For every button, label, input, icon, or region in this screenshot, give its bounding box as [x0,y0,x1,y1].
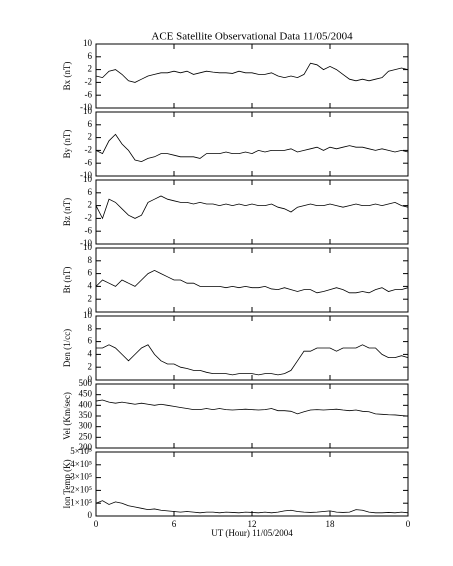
data-line [95,195,409,220]
x-axis-label: UT (Hour) 11/05/2004 [211,528,293,538]
y-tick-label: 3×10⁵ [70,472,92,482]
chart-title: ACE Satellite Observational Data 11/05/2… [151,31,353,43]
y-tick-label: 4×10⁵ [70,459,92,469]
y-tick-label: 8 [88,323,93,333]
y-tick-label: 2 [88,361,93,371]
y-tick-label: 0 [88,306,93,316]
y-tick-label: 2 [88,200,93,210]
y-tick-label: 10 [83,38,93,48]
y-tick-label: 2×10⁵ [70,484,92,494]
y-tick-label: 4 [88,348,93,358]
y-tick-label: 2 [88,293,93,303]
y-tick-label: 6 [88,51,93,61]
y-tick-label: -6 [85,225,93,235]
y-tick-label: -10 [80,170,92,180]
y-tick-label: 500 [79,378,93,388]
y-tick-label: -2 [85,144,93,154]
y-tick-label: 450 [79,389,93,399]
y-tick-label: 4 [88,280,93,290]
x-tick-label: 12 [248,519,257,529]
y-tick-label: 5×10⁵ [70,446,92,456]
y-axis-label: Den (1/cc) [62,329,72,367]
y-tick-label: 2 [88,64,93,74]
y-axis-label: By (nT) [62,130,72,159]
y-axis-label: Bz (nT) [62,198,72,226]
y-tick-label: -2 [85,212,93,222]
y-tick-label: -6 [85,89,93,99]
y-tick-label: 8 [88,255,93,265]
y-tick-label: -10 [80,102,92,112]
x-tick-label: 0 [94,519,99,529]
data-line [95,500,409,514]
y-tick-label: 6 [88,336,93,346]
y-tick-label: 300 [79,421,93,431]
data-line [95,133,409,163]
y-tick-label: 1×10⁵ [70,497,92,507]
y-tick-label: 350 [79,410,93,420]
y-tick-label: 200 [79,442,93,452]
y-tick-label: 400 [79,399,93,409]
y-axis-label: Ion Temp (K) [62,459,72,508]
y-tick-label: 6 [88,119,93,129]
y-axis-label: Bx (nT) [62,62,72,91]
y-tick-label: -2 [85,76,93,86]
data-line [95,62,409,83]
y-tick-label: -10 [80,238,92,248]
x-tick-label: 0 [406,519,411,529]
y-tick-label: 2 [88,132,93,142]
y-axis-label: Bt (nT) [62,267,72,294]
data-line [95,269,409,294]
y-tick-label: 6 [88,268,93,278]
y-tick-label: 0 [88,374,93,384]
y-tick-label: 10 [83,174,93,184]
data-line [96,344,409,376]
y-axis-label: Vel (Km/sec) [62,392,72,440]
data-line [95,399,409,417]
y-tick-label: 6 [88,187,93,197]
y-tick-label: 10 [83,242,93,252]
y-tick-label: 0 [88,510,93,520]
y-tick-label: 10 [83,106,93,116]
y-tick-label: 10 [83,310,93,320]
x-tick-label: 18 [326,519,336,529]
y-tick-label: -6 [85,157,93,167]
x-tick-label: 6 [172,519,177,529]
y-tick-label: 250 [79,431,93,441]
